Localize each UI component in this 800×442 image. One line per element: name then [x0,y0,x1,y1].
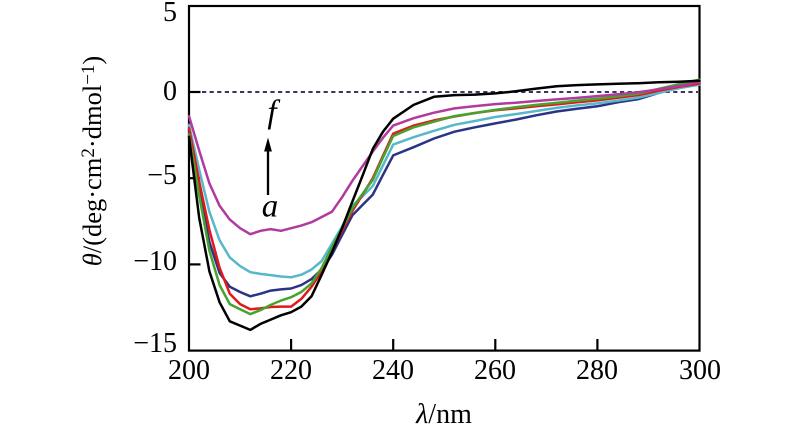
svg-text:θ/(deg·cm2·dmol−1): θ/(deg·cm2·dmol−1) [77,56,107,267]
